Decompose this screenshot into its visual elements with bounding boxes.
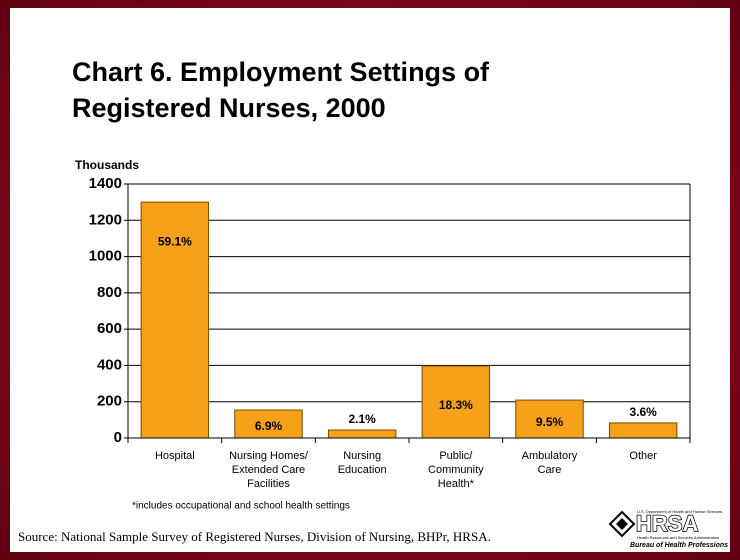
bar	[327, 429, 397, 439]
data-label: 2.1%	[348, 412, 376, 426]
logo-mark	[608, 510, 636, 538]
x-tick-label: Nursing	[343, 450, 381, 462]
x-tick-label: Public/	[439, 450, 473, 462]
logo-mark	[616, 518, 628, 530]
x-tick-label: Other	[629, 450, 657, 462]
x-tick-label: Health*	[438, 478, 475, 490]
y-axis-label: Thousands	[75, 158, 139, 172]
y-tick-label: 600	[97, 320, 122, 337]
y-tick-label: 200	[97, 393, 122, 410]
data-label: 59.1%	[158, 234, 192, 248]
bar	[234, 409, 303, 439]
x-tick-label: Ambulatory	[522, 450, 578, 462]
data-label: 6.9%	[255, 419, 283, 433]
logo-text: Bureau of Health Professions	[630, 542, 728, 549]
data-label: 3.6%	[629, 405, 657, 419]
chart-title: Registered Nurses, 2000	[72, 93, 386, 123]
footnote: *includes occupational and school health…	[132, 501, 350, 512]
bar	[421, 365, 491, 439]
x-tick-label: Facilities	[247, 478, 290, 490]
x-tick-label: Extended Care	[232, 464, 305, 476]
slide	[10, 8, 730, 552]
logo: U.S. Department of Health and Human Serv…	[608, 509, 728, 549]
bar	[608, 422, 678, 439]
y-tick-label: 400	[97, 356, 122, 373]
y-tick-label: 1000	[89, 248, 122, 265]
y-tick-label: 1200	[89, 211, 122, 228]
x-tick-label: Nursing Homes/	[229, 450, 309, 462]
x-tick-label: Hospital	[155, 450, 195, 462]
data-label: 9.5%	[536, 415, 564, 429]
logo-text: HRSA	[636, 511, 698, 536]
source: Source: National Sample Survey of Regist…	[18, 529, 491, 544]
x-tick-label: Community	[428, 464, 484, 476]
y-tick-label: 800	[97, 284, 122, 301]
data-label: 18.3%	[439, 398, 473, 412]
chart-title: Chart 6. Employment Settings of	[72, 57, 490, 87]
y-tick-label: 0	[114, 429, 122, 446]
y-tick-label: 1400	[89, 175, 122, 192]
logo-text: U.S. Department of Health and Human Serv…	[637, 509, 722, 514]
bar	[515, 399, 584, 439]
x-tick-label: Education	[338, 464, 387, 476]
x-tick-label: Care	[538, 464, 562, 476]
logo-text: Health Resources and Services Administra…	[637, 535, 719, 540]
